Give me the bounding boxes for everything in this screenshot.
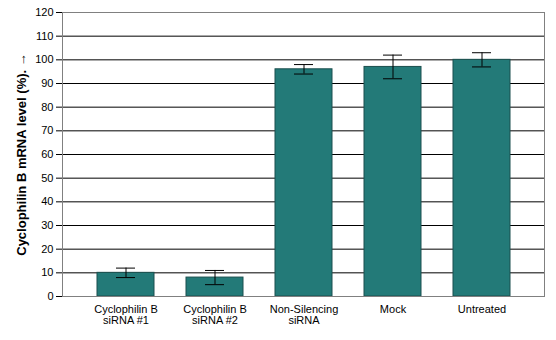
svg-text:60: 60 (41, 148, 53, 160)
svg-text:110: 110 (36, 30, 54, 42)
svg-text:80: 80 (41, 101, 53, 113)
svg-text:20: 20 (41, 243, 53, 255)
svg-text:Cyclophilin BsiRNA #1: Cyclophilin BsiRNA #1 (94, 303, 158, 326)
svg-text:Cyclophilin BsiRNA #2: Cyclophilin BsiRNA #2 (183, 303, 247, 326)
svg-text:40: 40 (41, 195, 53, 207)
svg-text:30: 30 (41, 219, 53, 231)
svg-text:120: 120 (35, 6, 53, 18)
svg-text:Cyclophilin B mRNA level (%).: Cyclophilin B mRNA level (%). → (14, 53, 29, 256)
svg-text:Non-SilencingsiRNA: Non-SilencingsiRNA (270, 303, 338, 326)
svg-text:50: 50 (41, 172, 53, 184)
svg-text:90: 90 (41, 77, 53, 89)
svg-text:Untreated: Untreated (458, 303, 506, 315)
svg-text:100: 100 (35, 53, 53, 65)
svg-text:70: 70 (41, 124, 53, 136)
svg-text:10: 10 (41, 266, 53, 278)
svg-text:0: 0 (47, 290, 53, 302)
svg-text:Mock: Mock (380, 303, 407, 315)
